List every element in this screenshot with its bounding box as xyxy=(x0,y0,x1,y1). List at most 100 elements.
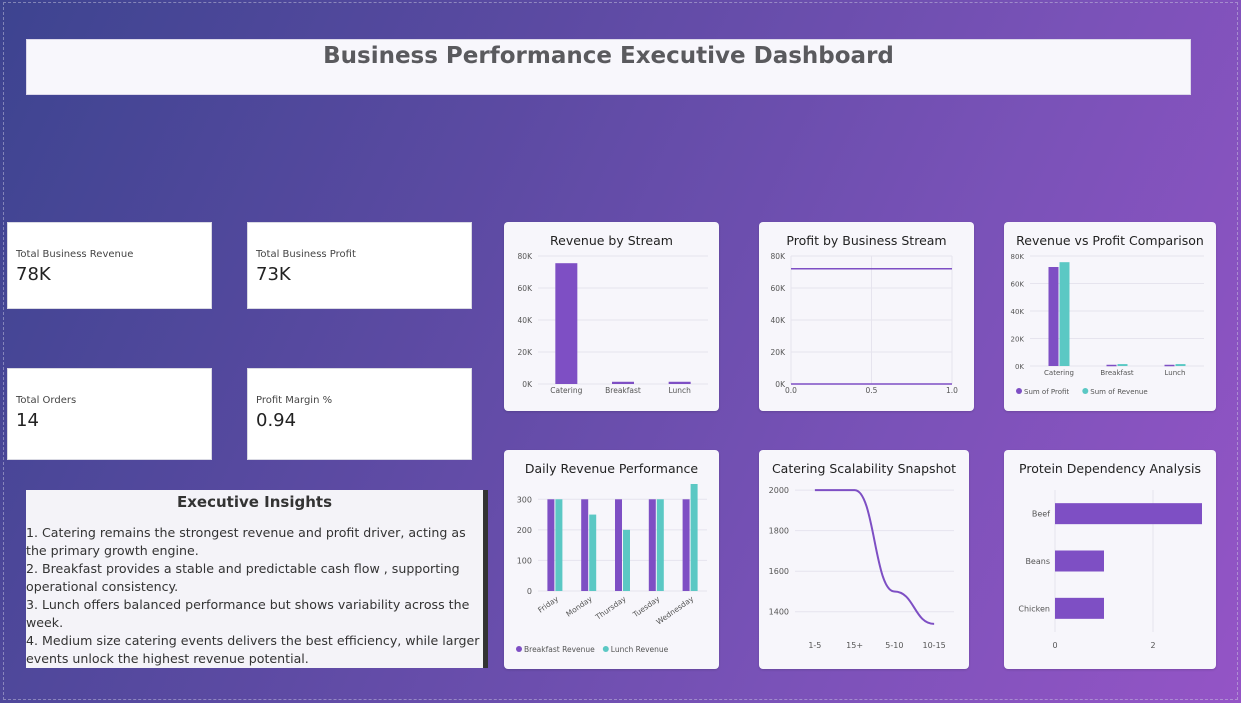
y-tick-label: 40K xyxy=(771,316,787,325)
y-tick-label: 60K xyxy=(518,284,534,293)
chart-revenue-by-stream[interactable]: Revenue by Stream 0K 20K 40K 60K 80K Catering… xyxy=(504,222,719,411)
x-tick-label: 15+ xyxy=(846,641,863,650)
kpi-value: 14 xyxy=(16,410,39,431)
chart-svg: 1400 1600 1800 2000 1-5 15+ 5-10 10-15 xyxy=(769,486,954,650)
bar xyxy=(555,499,563,591)
insights-title: Executive Insights xyxy=(177,493,332,511)
bar xyxy=(690,484,698,591)
x-tick-label: Wednesday xyxy=(655,594,696,627)
kpi-card-revenue[interactable]: Total Business Revenue 78K xyxy=(7,222,212,309)
x-tick-label: 0.5 xyxy=(866,386,878,395)
bar xyxy=(623,529,630,591)
chart-svg: 0 2 Beef Beans Chicken xyxy=(1018,490,1202,650)
y-tick-label: 1400 xyxy=(769,608,789,617)
bar xyxy=(1055,503,1202,525)
chart-svg: 0K 20K 40K 60K 80K Catering Breakfast Lunch Sum … xyxy=(1011,253,1204,396)
chart-title: Revenue vs Profit Comparison xyxy=(1016,233,1204,248)
x-tick-label: 10-15 xyxy=(923,641,946,650)
chart-title: Profit by Business Stream xyxy=(786,233,947,248)
legend-label: Breakfast Revenue xyxy=(524,645,595,654)
legend-marker xyxy=(1016,388,1022,394)
x-tick-label: Lunch xyxy=(668,386,691,395)
chart-protein-dependency[interactable]: Protein Dependency Analysis 0 2 Beef Beans C… xyxy=(1004,450,1216,669)
chart-catering-scalability[interactable]: Catering Scalability Snapshot 1400 1600 18… xyxy=(759,450,969,669)
x-tick-label: 5-10 xyxy=(885,641,903,650)
x-tick-label: Thursday xyxy=(593,594,628,622)
y-tick-label: 0K xyxy=(522,380,533,389)
y-tick-label: 80K xyxy=(518,252,534,261)
x-tick-label: 2 xyxy=(1150,641,1155,650)
kpi-label: Total Business Revenue xyxy=(16,249,134,260)
bar xyxy=(612,381,634,384)
title-bar: Business Performance Executive Dashboard xyxy=(26,39,1191,95)
legend-marker xyxy=(516,646,522,652)
x-tick-label: 1.0 xyxy=(946,386,958,395)
bar xyxy=(1055,550,1104,572)
executive-insights-panel: Executive Insights 1. Catering remains t… xyxy=(26,490,488,668)
kpi-value: 78K xyxy=(16,264,51,285)
legend-label: Sum of Revenue xyxy=(1090,388,1147,396)
kpi-value: 73K xyxy=(256,264,291,285)
kpi-label: Total Business Profit xyxy=(256,249,356,260)
y-tick-label: 60K xyxy=(771,284,787,293)
kpi-value: 0.94 xyxy=(256,410,297,431)
y-tick-label: 80K xyxy=(771,252,787,261)
insight-item: 2. Breakfast provides a stable and predi… xyxy=(26,561,460,594)
x-tick-label: 1-5 xyxy=(808,641,821,650)
bar xyxy=(656,499,664,591)
chart-title: Protein Dependency Analysis xyxy=(1019,461,1201,476)
chart-svg: 0 100 200 300 Friday Monday Thursday TuesdayWed… xyxy=(516,484,707,654)
x-tick-label: 0 xyxy=(1052,641,1057,650)
y-tick-label: 60K xyxy=(1011,281,1025,289)
chart-profit-by-stream[interactable]: Profit by Business Stream 0K 20K 40K 60K 80K… xyxy=(759,222,974,411)
kpi-label: Profit Margin % xyxy=(256,395,333,406)
bar xyxy=(1106,364,1117,367)
chart-daily-revenue[interactable]: Daily Revenue Performance 0 100 200 300 Frid… xyxy=(504,450,719,669)
bar xyxy=(1164,364,1175,367)
bar xyxy=(1175,364,1186,366)
y-tick-label: 200 xyxy=(517,526,532,535)
insight-item: 3. Lunch offers balanced performance but… xyxy=(26,597,470,630)
y-tick-label: 40K xyxy=(518,316,534,325)
chart-title: Revenue by Stream xyxy=(550,233,673,248)
x-tick-label: Catering xyxy=(1044,369,1074,377)
kpi-card-orders[interactable]: Total Orders 14 xyxy=(7,368,212,460)
x-tick-label: Breakfast xyxy=(605,386,641,395)
bar xyxy=(1117,364,1128,366)
chart-svg: 0K 20K 40K 60K 80K Catering Breakfast Lunch xyxy=(518,252,708,395)
y-tick-label: Beans xyxy=(1025,557,1050,566)
page-title: Business Performance Executive Dashboard xyxy=(323,43,894,69)
insight-item: 1. Catering remains the strongest revenu… xyxy=(26,525,466,558)
y-tick-label: Chicken xyxy=(1018,604,1050,613)
series-line xyxy=(814,489,935,625)
bar xyxy=(555,263,578,384)
y-tick-label: 80K xyxy=(1011,253,1025,261)
x-tick-label: Monday xyxy=(564,594,594,619)
legend-marker xyxy=(602,646,609,652)
bar xyxy=(668,381,691,384)
bar xyxy=(1055,597,1104,619)
y-tick-label: 0 xyxy=(527,587,532,596)
insights-body: 1. Catering remains the strongest revenu… xyxy=(26,524,482,668)
bar xyxy=(1048,267,1059,366)
y-tick-label: 0K xyxy=(775,380,786,389)
kpi-label: Total Orders xyxy=(16,395,77,406)
x-tick-label: Friday xyxy=(536,594,560,615)
kpi-card-profit[interactable]: Total Business Profit 73K xyxy=(247,222,472,309)
y-tick-label: 1800 xyxy=(769,527,789,536)
bar xyxy=(547,499,555,591)
bar xyxy=(615,499,622,591)
x-tick-label: Catering xyxy=(550,386,582,395)
kpi-card-margin[interactable]: Profit Margin % 0.94 xyxy=(247,368,472,460)
bar xyxy=(589,514,597,591)
y-tick-label: 1600 xyxy=(769,567,789,576)
y-tick-label: 300 xyxy=(517,495,532,504)
x-tick-label: Lunch xyxy=(1165,369,1186,377)
bar xyxy=(682,499,690,591)
bar xyxy=(1059,262,1070,366)
y-tick-label: 20K xyxy=(1011,336,1025,344)
y-tick-label: 20K xyxy=(518,348,534,357)
bar xyxy=(581,499,589,591)
x-tick-label: Tuesday xyxy=(630,594,661,620)
chart-revenue-vs-profit[interactable]: Revenue vs Profit Comparison 0K 20K 40K 60K… xyxy=(1004,222,1216,411)
